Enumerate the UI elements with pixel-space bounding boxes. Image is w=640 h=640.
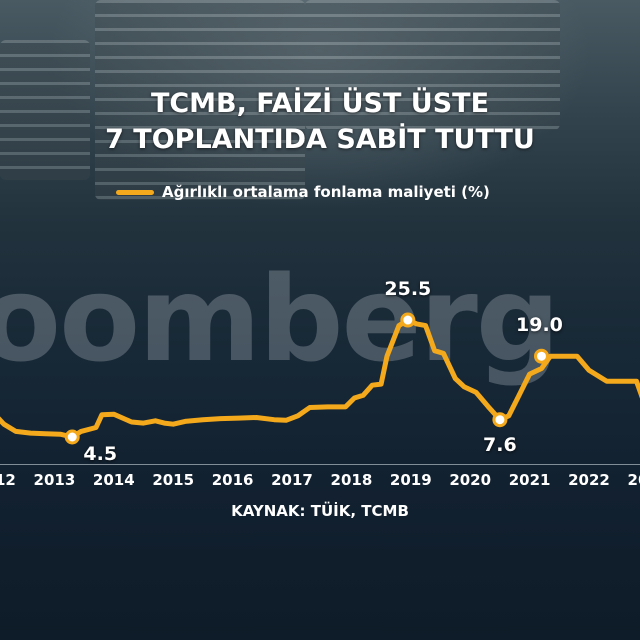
- data-marker: [533, 348, 549, 364]
- coin-stack-left: [95, 0, 305, 200]
- x-tick-label: 2017: [271, 471, 313, 489]
- legend-label: Ağırlıklı ortalama fonlama maliyeti (%): [162, 183, 490, 201]
- series-line: [0, 317, 640, 440]
- x-tick-label: 2015: [152, 471, 195, 489]
- annotation-label: 25.5: [384, 278, 432, 301]
- x-tick-label: 2019: [389, 471, 432, 489]
- x-tick-label: 2021: [508, 471, 551, 489]
- chart-title-line1: TCMB, FAİZİ ÜST ÜSTE: [150, 88, 490, 119]
- coin-stack-far-left: [0, 40, 90, 180]
- x-tick-label: 2023: [627, 471, 640, 489]
- legend-swatch: [116, 189, 154, 195]
- x-tick-label: 2020: [449, 471, 492, 489]
- annotation-label: 4.5: [83, 443, 118, 465]
- annotation-label: 19.0: [516, 314, 563, 337]
- chart-title: TCMB, FAİZİ ÜST ÜSTE 7 TOPLANTIDA SABİT …: [0, 86, 640, 158]
- x-tick-label: 2022: [568, 471, 610, 489]
- data-markers: [64, 312, 549, 445]
- x-tick-label: 2016: [211, 471, 254, 489]
- x-tick-label: 2013: [33, 471, 76, 489]
- x-tick-label: 2014: [92, 471, 135, 489]
- data-marker: [492, 412, 508, 428]
- watermark: oomberg: [0, 250, 560, 388]
- data-marker: [400, 312, 416, 328]
- data-marker: [64, 429, 80, 445]
- x-tick-label: 2018: [330, 471, 373, 489]
- annotation-label: 7.6: [483, 433, 517, 456]
- source-note: KAYNAK: TÜİK, TCMB: [231, 502, 409, 520]
- x-axis-line: [0, 464, 640, 465]
- legend: Ağırlıklı ortalama fonlama maliyeti (%): [116, 183, 490, 201]
- coin-stack-center: [305, 0, 560, 130]
- x-tick-label: 2012: [0, 471, 16, 489]
- chart-title-line2: 7 TOPLANTIDA SABİT TUTTU: [105, 124, 535, 155]
